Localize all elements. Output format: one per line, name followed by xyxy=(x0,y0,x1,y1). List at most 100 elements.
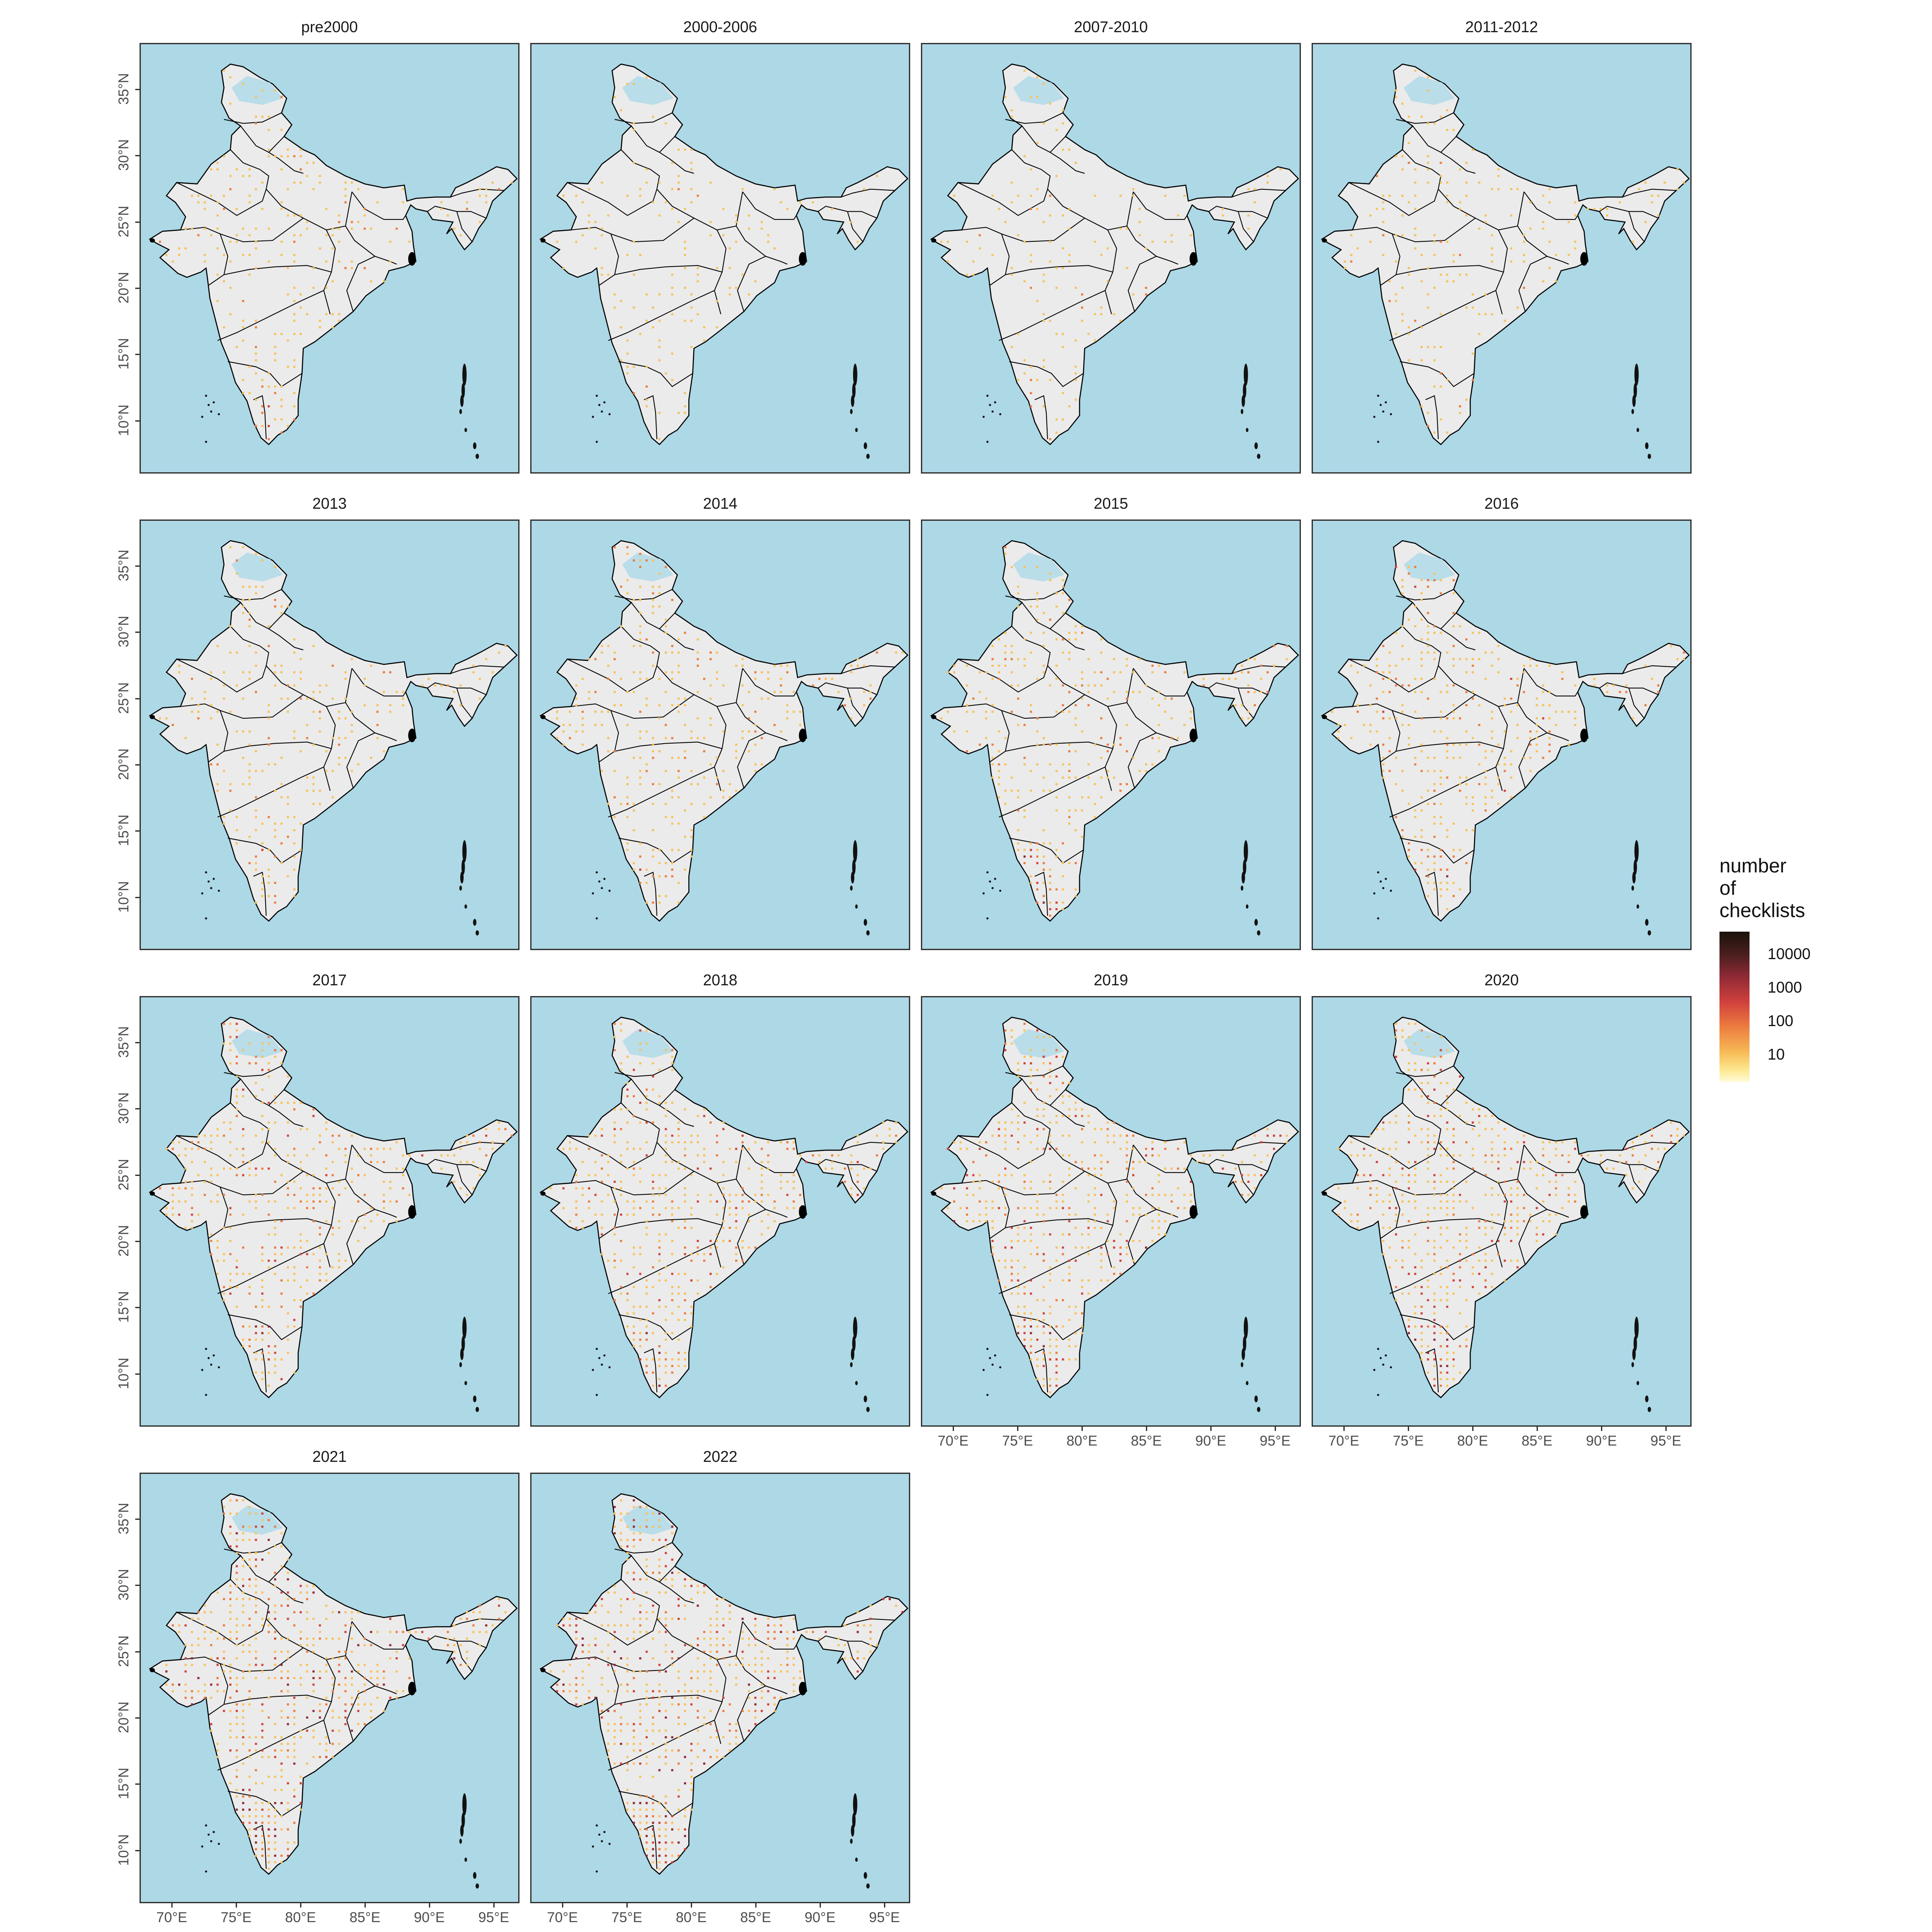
state-border xyxy=(1622,665,1677,674)
state-border xyxy=(351,1621,406,1650)
andaman-island xyxy=(1242,859,1246,875)
x-tick-label: 75°E xyxy=(611,1909,642,1925)
andaman-island xyxy=(459,409,462,414)
x-tick-label: 85°E xyxy=(1522,1433,1552,1449)
x-tick-mark xyxy=(1343,1427,1345,1431)
state-border xyxy=(228,1314,302,1340)
lakshadweep-island xyxy=(601,1840,603,1843)
map-frame xyxy=(140,996,519,1427)
x-tick-mark xyxy=(493,1903,495,1908)
lakshadweep-island xyxy=(1377,440,1379,443)
lakshadweep-island xyxy=(1377,917,1379,920)
andaman-island xyxy=(855,1381,858,1385)
x-tick-mark xyxy=(1017,1427,1018,1431)
map-frame xyxy=(921,43,1301,474)
y-tick-mark xyxy=(135,1585,140,1586)
state-border xyxy=(1005,265,1113,275)
y-tick-label: 20°N xyxy=(115,1701,131,1733)
state-border xyxy=(999,766,1106,818)
india-outline xyxy=(539,1493,908,1875)
lakshadweep-island xyxy=(205,395,207,397)
lakshadweep-island xyxy=(201,1369,204,1371)
state-border xyxy=(266,665,352,707)
lakshadweep-island xyxy=(608,1366,611,1369)
state-border xyxy=(346,732,375,788)
andaman-island xyxy=(1633,383,1637,398)
state-border xyxy=(240,1555,285,1583)
andaman-island xyxy=(462,840,467,863)
dense-cell xyxy=(408,729,416,742)
lakshadweep-island xyxy=(982,892,985,895)
andaman-island xyxy=(459,1362,462,1367)
dense-cell xyxy=(799,1205,807,1219)
y-tick-mark xyxy=(135,896,140,898)
state-border xyxy=(456,1164,473,1195)
lakshadweep-island xyxy=(205,917,207,920)
andaman-island xyxy=(1634,840,1639,863)
dense-cell xyxy=(1321,238,1327,243)
lakshadweep-island xyxy=(205,1348,207,1350)
lakshadweep-island xyxy=(603,878,606,880)
state-border xyxy=(1517,702,1569,741)
andaman-island xyxy=(853,1316,857,1339)
andaman-island xyxy=(1631,1362,1634,1367)
state-border xyxy=(1389,766,1496,818)
checklist-cells xyxy=(556,546,904,904)
state-border xyxy=(1396,265,1504,275)
dense-cell xyxy=(540,1668,546,1673)
kashmir-region xyxy=(622,76,674,105)
lakshadweep-island xyxy=(218,1843,220,1845)
state-border xyxy=(1389,1243,1496,1294)
x-tick-mark xyxy=(820,1903,821,1908)
state-border xyxy=(571,1180,619,1239)
state-border xyxy=(1127,732,1157,788)
andaman-island xyxy=(460,1825,464,1837)
andaman-island xyxy=(459,1838,462,1844)
y-tick-label: 25°N xyxy=(115,682,131,714)
andaman-island xyxy=(1241,872,1245,884)
andaman-island xyxy=(1632,395,1636,407)
state-border xyxy=(224,1218,332,1228)
india-map xyxy=(149,540,518,936)
panel-title: 2013 xyxy=(312,495,347,512)
y-tick-mark xyxy=(135,1108,140,1110)
y-tick-label: 25°N xyxy=(115,1635,131,1667)
panel-title: 2018 xyxy=(703,971,738,989)
y-tick-label: 10°N xyxy=(115,404,131,436)
india-outline xyxy=(930,540,1299,922)
state-border xyxy=(228,838,302,864)
state-border xyxy=(1628,211,1645,242)
state-border xyxy=(266,1142,352,1184)
legend-colorbar xyxy=(1719,932,1750,1082)
legend: number of checklists 10000 1000 100 10 xyxy=(1719,854,1874,1095)
andaman-island xyxy=(1632,1348,1636,1360)
andaman-island xyxy=(473,1395,477,1403)
state-border xyxy=(608,290,715,341)
x-tick-mark xyxy=(1210,1427,1212,1431)
kashmir-region xyxy=(231,76,283,105)
lakshadweep-island xyxy=(1373,416,1376,418)
state-border xyxy=(1352,227,1400,286)
andaman-island xyxy=(462,363,467,386)
state-border xyxy=(1518,732,1547,788)
x-tick-label: 95°E xyxy=(1260,1433,1291,1449)
state-border xyxy=(230,626,270,666)
lakshadweep-island xyxy=(595,871,598,874)
y-tick-mark xyxy=(135,830,140,832)
state-border xyxy=(847,211,863,242)
dense-cell xyxy=(1580,729,1588,742)
state-border xyxy=(1047,188,1134,231)
map-panel: 2020 xyxy=(1312,970,1692,1427)
x-tick-mark xyxy=(300,1903,301,1908)
state-border xyxy=(1005,112,1063,124)
y-tick-mark xyxy=(135,354,140,355)
lakshadweep-island xyxy=(991,887,994,890)
state-border xyxy=(1238,211,1254,242)
andaman-island xyxy=(866,1406,870,1412)
x-tick-mark xyxy=(953,1427,954,1431)
state-border xyxy=(1438,188,1525,231)
y-tick-label: 35°N xyxy=(115,1503,131,1534)
lakshadweep-island xyxy=(1377,1348,1379,1350)
x-tick-mark xyxy=(171,1903,173,1908)
